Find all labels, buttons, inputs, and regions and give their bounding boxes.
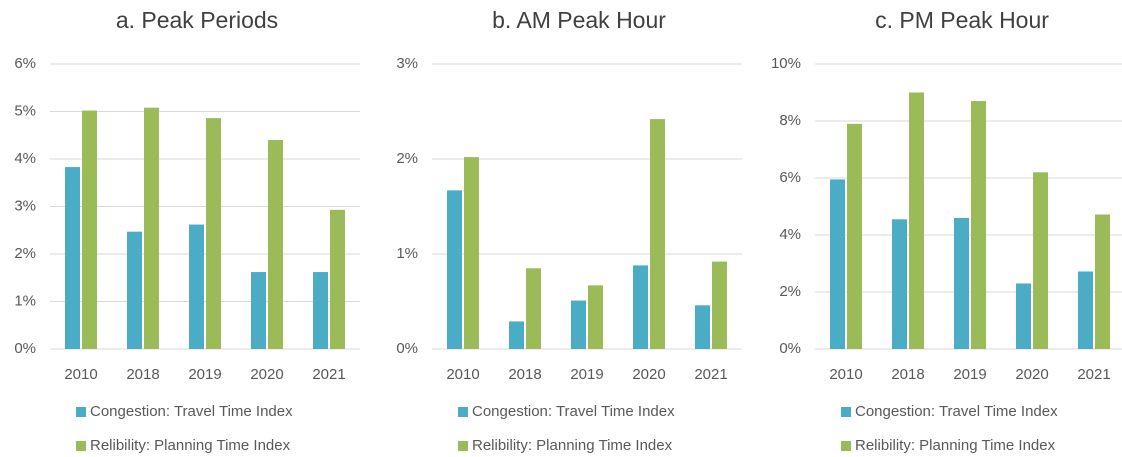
chart-title: b. AM Peak Hour [492,7,666,33]
bar [127,231,142,349]
x-tick-label: 2018 [126,366,159,383]
bar [65,167,80,349]
x-tick-label: 2020 [1015,366,1048,383]
bar [633,265,648,349]
y-tick-label: 2% [396,150,418,167]
y-tick-label: 0% [396,340,418,357]
bar [82,110,97,349]
x-tick-label: 2010 [64,366,97,383]
bar [251,272,266,349]
bar [509,321,524,349]
bar [712,261,727,349]
bar [1078,271,1093,349]
x-tick-label: 2018 [891,366,924,383]
bar [1095,214,1110,349]
y-tick-label: 6% [14,55,36,72]
y-tick-label: 2% [14,245,36,262]
x-tick-label: 2019 [570,366,603,383]
bar [330,209,345,349]
legend-label: Congestion: Travel Time Index [855,403,1058,420]
legend-swatch [76,407,86,417]
legend-label: Relibility: Planning Time Index [472,437,673,454]
bar [971,101,986,349]
x-tick-label: 2021 [694,366,727,383]
bar [268,140,283,349]
bar [189,224,204,349]
legend-label: Relibility: Planning Time Index [855,437,1056,454]
bar [313,272,328,349]
x-tick-label: 2020 [632,366,665,383]
x-tick-label: 2010 [829,366,862,383]
bar [830,179,845,349]
chart-title: c. PM Peak Hour [875,7,1049,33]
y-tick-label: 0% [779,340,801,357]
bar [526,268,541,349]
bar [695,305,710,349]
y-tick-label: 8% [779,112,801,129]
bar [954,217,969,349]
y-tick-label: 6% [779,169,801,186]
bar [447,190,462,349]
y-tick-label: 3% [396,55,418,72]
bar [1016,283,1031,349]
legend-swatch [458,441,468,451]
x-tick-label: 2019 [188,366,221,383]
bar [588,285,603,349]
bar [909,92,924,349]
x-tick-label: 2021 [312,366,345,383]
bar [206,118,221,350]
x-tick-label: 2020 [250,366,283,383]
legend-swatch [76,441,86,451]
legend-label: Relibility: Planning Time Index [90,437,291,454]
bar [1033,172,1048,349]
x-tick-label: 2019 [953,366,986,383]
y-tick-label: 4% [779,226,801,243]
legend-label: Congestion: Travel Time Index [472,403,675,420]
x-tick-label: 2021 [1077,366,1110,383]
y-tick-label: 1% [396,245,418,262]
legend-label: Congestion: Travel Time Index [90,403,293,420]
bar [650,119,665,349]
legend-swatch [841,441,851,451]
bar [847,123,862,349]
y-tick-label: 2% [779,283,801,300]
y-tick-label: 5% [14,102,36,119]
y-tick-label: 10% [771,55,801,72]
y-tick-label: 3% [14,197,36,214]
x-tick-label: 2010 [446,366,479,383]
y-tick-label: 4% [14,150,36,167]
legend-swatch [841,407,851,417]
bar [144,107,159,349]
y-tick-label: 0% [14,340,36,357]
y-tick-label: 1% [14,292,36,309]
chart-title: a. Peak Periods [116,7,278,33]
bar [892,219,907,349]
bar [464,157,479,349]
bar [571,300,586,349]
legend-swatch [458,407,468,417]
x-tick-label: 2018 [508,366,541,383]
